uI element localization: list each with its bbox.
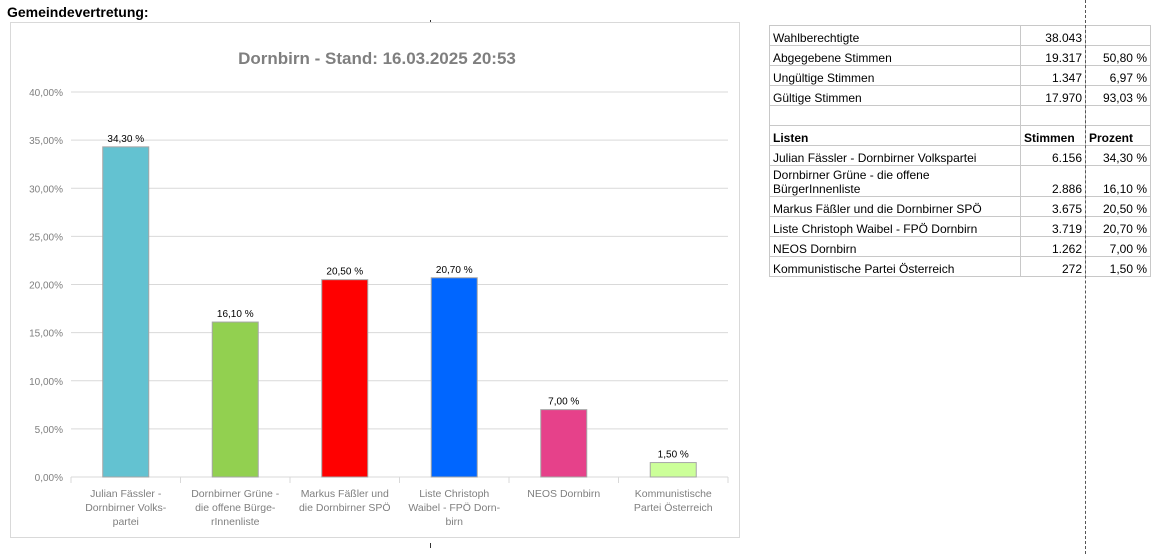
cell[interactable]: 3.675 (1020, 196, 1086, 217)
cell[interactable]: 272 (1020, 256, 1086, 277)
x-category-label: die offene Bürge- (195, 502, 276, 514)
x-category-label: Julian Fässler - (90, 488, 162, 500)
x-category-label: NEOS Dornbirn (527, 488, 600, 500)
page-break-line (1085, 0, 1086, 554)
x-category-label: rInnenliste (211, 516, 260, 528)
summary-row: Gültige Stimmen 17.970 93,03 % (769, 85, 1151, 106)
y-tick-label: 10,00% (29, 377, 63, 388)
cell[interactable] (1085, 105, 1151, 126)
cell[interactable]: 1,50 % (1085, 256, 1151, 277)
bar (649, 462, 697, 478)
x-category-label: Liste Christoph (419, 488, 489, 500)
x-category-label: die Dornbirner SPÖ (299, 502, 391, 514)
cell[interactable] (1085, 25, 1151, 46)
y-tick-label: 40,00% (29, 88, 63, 99)
header-row: Listen Stimmen Prozent (769, 125, 1151, 146)
cell[interactable] (1020, 105, 1086, 126)
bar (430, 277, 478, 478)
data-label: 7,00 % (548, 397, 579, 408)
x-category-label: Waibel - FPÖ Dorn- (408, 502, 500, 514)
cell[interactable]: Wahlberechtigte (769, 25, 1021, 46)
data-label: 16,10 % (217, 309, 254, 320)
cell[interactable]: Stimmen (1020, 125, 1086, 146)
list-row: Markus Fäßler und die Dornbirner SPÖ 3.67… (769, 196, 1151, 217)
x-category-label: birn (445, 516, 463, 528)
bar (540, 409, 588, 478)
cell[interactable]: 6.156 (1020, 145, 1086, 166)
section-heading: Gemeindevertretung: (7, 4, 149, 20)
cell[interactable] (769, 105, 1021, 126)
y-tick-label: 20,00% (29, 281, 63, 292)
cell[interactable]: 34,30 % (1085, 145, 1151, 166)
cell[interactable]: Prozent (1085, 125, 1151, 146)
x-category-label: Dornbirner Volks- (85, 502, 167, 514)
bar (102, 146, 150, 478)
data-label: 20,70 % (436, 265, 473, 276)
y-tick-label: 25,00% (29, 232, 63, 243)
x-category-label: partei (113, 516, 139, 528)
cell[interactable]: Dornbirner Grüne - die offene BürgerInne… (769, 165, 1021, 197)
cell[interactable]: 93,03 % (1085, 85, 1151, 106)
summary-row: Wahlberechtigte 38.043 (769, 25, 1151, 46)
data-label: 20,50 % (326, 267, 363, 278)
list-row: Julian Fässler - Dornbirner Volkspartei 6… (769, 145, 1151, 166)
summary-row: Ungültige Stimmen 1.347 6,97 % (769, 65, 1151, 86)
chart-svg: Dornbirn - Stand: 16.03.2025 20:53 0,00% 5… (29, 49, 729, 528)
cell[interactable]: 1.262 (1020, 236, 1086, 257)
x-category-label: Kommunistische (635, 488, 712, 500)
y-tick-label: 35,00% (29, 136, 63, 147)
cell[interactable]: Abgegebene Stimmen (769, 45, 1021, 66)
cell[interactable]: 7,00 % (1085, 236, 1151, 257)
cell[interactable]: 19.317 (1020, 45, 1086, 66)
data-label: 34,30 % (107, 134, 144, 145)
cell[interactable]: 3.719 (1020, 216, 1086, 237)
cell[interactable]: Listen (769, 125, 1021, 146)
column-marker (430, 543, 431, 548)
y-tick-label: 30,00% (29, 184, 63, 195)
list-row: Liste Christoph Waibel - FPÖ Dornbirn 3.7… (769, 216, 1151, 237)
cell[interactable]: 20,70 % (1085, 216, 1151, 237)
x-category-label: Partei Österreich (634, 502, 713, 514)
bar (211, 321, 259, 478)
list-row: NEOS Dornbirn 1.262 7,00 % (769, 236, 1151, 257)
cell[interactable]: Ungültige Stimmen (769, 65, 1021, 86)
summary-row: Abgegebene Stimmen 19.317 50,80 % (769, 45, 1151, 66)
y-tick-label: 0,00% (35, 473, 63, 484)
chart-title: Dornbirn - Stand: 16.03.2025 20:53 (238, 49, 516, 68)
list-row: Kommunistische Partei Österreich 272 1,50 … (769, 256, 1151, 277)
empty-row (769, 105, 1151, 126)
cell[interactable]: Kommunistische Partei Österreich (769, 256, 1021, 277)
cell[interactable]: 38.043 (1020, 25, 1086, 46)
cell[interactable]: Gültige Stimmen (769, 85, 1021, 106)
bar-chart[interactable]: Dornbirn - Stand: 16.03.2025 20:53 0,00% 5… (10, 22, 740, 538)
x-category-label: Dornbirner Grüne - (191, 488, 280, 500)
cell[interactable]: 6,97 % (1085, 65, 1151, 86)
cell[interactable]: 16,10 % (1085, 165, 1151, 197)
cell[interactable]: Liste Christoph Waibel - FPÖ Dornbirn (769, 216, 1021, 237)
cell[interactable]: 50,80 % (1085, 45, 1151, 66)
cell[interactable]: NEOS Dornbirn (769, 236, 1021, 257)
cell[interactable]: 20,50 % (1085, 196, 1151, 217)
y-tick-label: 15,00% (29, 329, 63, 340)
x-category-label: Markus Fäßler und (301, 488, 389, 500)
data-label: 1,50 % (658, 450, 689, 461)
cell[interactable]: 2.886 (1020, 165, 1086, 197)
cell[interactable]: 17.970 (1020, 85, 1086, 106)
bar (321, 279, 369, 478)
cell[interactable]: Julian Fässler - Dornbirner Volkspartei (769, 145, 1021, 166)
results-table: Wahlberechtigte 38.043 Abgegebene Stimmen 1… (769, 25, 1151, 277)
cell[interactable]: Markus Fäßler und die Dornbirner SPÖ (769, 196, 1021, 217)
y-tick-label: 5,00% (35, 425, 63, 436)
list-row: Dornbirner Grüne - die offene BürgerInne… (769, 165, 1151, 197)
cell[interactable]: 1.347 (1020, 65, 1086, 86)
